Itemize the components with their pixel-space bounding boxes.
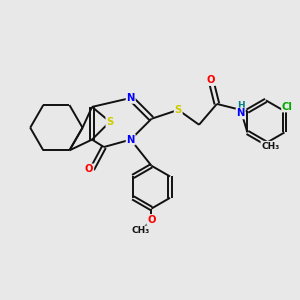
Text: O: O: [207, 75, 215, 85]
Text: N: N: [236, 108, 245, 118]
Text: CH₃: CH₃: [132, 226, 150, 235]
Text: O: O: [85, 164, 93, 174]
Text: CH₃: CH₃: [261, 142, 280, 151]
Text: Cl: Cl: [282, 102, 293, 112]
Text: S: S: [175, 105, 182, 115]
Text: N: N: [127, 93, 135, 103]
Text: N: N: [127, 135, 135, 145]
Text: O: O: [147, 215, 156, 225]
Text: H: H: [237, 101, 244, 110]
Text: S: S: [106, 117, 113, 127]
